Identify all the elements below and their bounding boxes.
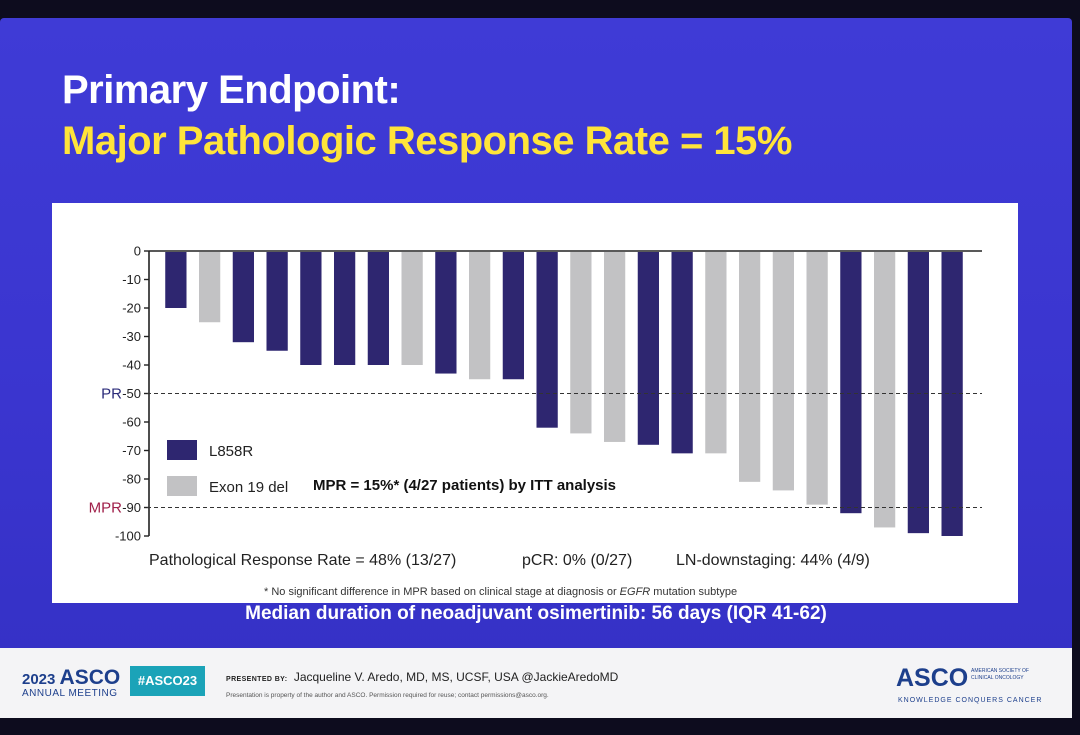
footnote-text-end: mutation subtype (650, 586, 737, 598)
title-line-2: Major Pathologic Response Rate = 15% (62, 119, 793, 163)
bar-exon19-del (705, 252, 727, 454)
stat-ln-downstaging: LN-downstaging: 44% (4/9) (676, 552, 870, 569)
waterfall-chart: 0 -10 -20 -30 -40 -50 -60 -70 -80 -90 -100 PR MPR L… (89, 244, 982, 598)
bar-exon19-del (198, 252, 221, 323)
mpr-threshold-label: MPR (89, 500, 123, 517)
bar-l858r (232, 252, 255, 343)
stat-pcr: pCR: 0% (0/27) (522, 552, 632, 569)
asco-logo: ASCO (896, 664, 969, 692)
y-tick-label: -30 (122, 329, 141, 344)
bar-exon19-del (603, 252, 626, 442)
chart-footnote: * No significant difference in MPR based… (264, 586, 737, 598)
presenter-name: Jacqueline V. Aredo, MD, MS, UCSF, USA @… (293, 670, 619, 684)
y-tick-label: -90 (122, 500, 141, 515)
asco-society-name: AMERICAN SOCIETY OF CLINICAL ONCOLOGY (971, 668, 1029, 681)
hashtag-badge: #ASCO23 (130, 666, 205, 696)
mpr-annotation: MPR = 15%* (4/27 patients) by ITT analys… (313, 477, 616, 494)
bar-exon19-del (738, 252, 761, 482)
legend-swatch-exon19 (167, 476, 197, 496)
y-tick-label: -80 (122, 472, 141, 487)
bar-l858r (840, 252, 862, 514)
footer: 2023 ASCO ANNUAL MEETING #ASCO23 PRESENT… (0, 648, 1072, 718)
pr-threshold-label: PR (101, 386, 122, 403)
bar-l858r (907, 252, 930, 534)
footnote-text: * No significant difference in MPR based… (264, 586, 620, 598)
y-tick-label: -60 (122, 415, 141, 430)
bar-l858r (536, 252, 558, 428)
chart-panel: 0 -10 -20 -30 -40 -50 -60 -70 -80 -90 -100 PR MPR L… (52, 203, 1018, 603)
slide: Primary Endpoint: Major Pathologic Respo… (0, 18, 1072, 718)
bar-l858r (435, 252, 457, 374)
y-tick-label: -10 (122, 272, 141, 287)
bar-l858r (165, 252, 187, 308)
bar-l858r (300, 252, 322, 365)
annual-meeting-label: ANNUAL MEETING (22, 688, 118, 699)
y-tick-label: -20 (122, 301, 141, 316)
y-tick-label: 0 (134, 244, 141, 259)
legend-swatch-l858r (167, 440, 197, 460)
legend-label-l858r: L858R (209, 443, 253, 460)
disclaimer: Presentation is property of the author a… (226, 692, 549, 699)
bar-l858r (502, 252, 525, 380)
title-line-1: Primary Endpoint: (62, 68, 401, 112)
meeting-asco: ASCO (59, 666, 121, 689)
y-tick-label: -50 (122, 386, 141, 401)
bar-exon19-del (468, 252, 491, 380)
bar-l858r (333, 252, 356, 365)
y-tick-label: -70 (122, 443, 141, 458)
legend-label-exon19: Exon 19 del (209, 479, 288, 496)
bar-l858r (367, 252, 390, 365)
bar-l858r (671, 252, 693, 454)
presenter-line: PRESENTED BY: Jacqueline V. Aredo, MD, M… (226, 670, 618, 684)
y-tick-label: -40 (122, 358, 141, 373)
asco-meeting-logo: 2023 ASCO (22, 666, 120, 690)
bar-exon19-del (772, 252, 795, 491)
presented-by-label: PRESENTED BY: (226, 676, 288, 683)
asco-tagline: KNOWLEDGE CONQUERS CANCER (898, 697, 1043, 704)
y-tick-label: -100 (115, 529, 141, 544)
median-duration: Median duration of neoadjuvant osimertin… (245, 603, 827, 624)
stat-response-rate: Pathological Response Rate = 48% (13/27) (149, 552, 456, 569)
bar-exon19-del (873, 252, 896, 528)
bar-l858r (266, 252, 288, 351)
bar-l858r (637, 252, 660, 445)
footnote-egfr: EGFR (620, 586, 651, 598)
meeting-year: 2023 (22, 671, 56, 688)
bar-exon19-del (570, 252, 592, 434)
bar-exon19-del (401, 252, 423, 365)
bar-exon19-del (806, 252, 828, 505)
